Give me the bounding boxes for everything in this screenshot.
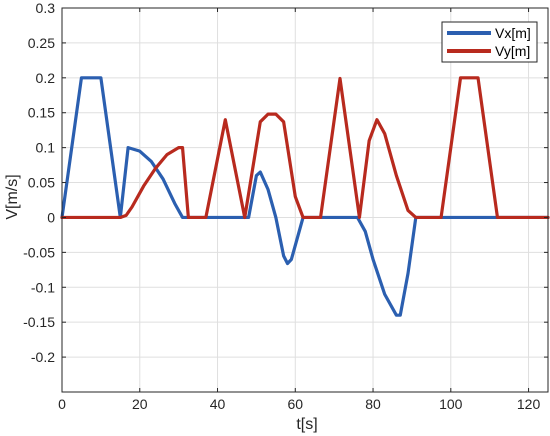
y-tick-label: -0.1 <box>31 279 55 295</box>
tick-labels: 0 20 40 60 80 100 120 -0.2 -0.15 -0.1 -0.05 0 0.05 0.… <box>23 0 540 412</box>
x-tick-label: 40 <box>210 396 226 412</box>
legend-label-vx: Vx[m] <box>495 25 531 41</box>
y-tick-label: 0.2 <box>36 70 56 86</box>
x-tick-label: 80 <box>365 396 381 412</box>
y-tick-label: 0.15 <box>28 105 55 121</box>
series-lines <box>60 76 550 317</box>
legend: Vx[m] Vy[m] <box>441 21 538 63</box>
axes <box>61 7 549 393</box>
y-axis-label: V[m/s] <box>4 174 21 219</box>
legend-label-vy: Vy[m] <box>495 43 530 59</box>
y-tick-label: -0.2 <box>31 349 55 365</box>
y-tick-label: 0.25 <box>28 35 55 51</box>
x-tick-label: 100 <box>439 396 463 412</box>
series-line-vy <box>60 76 550 220</box>
y-tick-label: -0.05 <box>23 244 55 260</box>
x-tick-label: 120 <box>517 396 541 412</box>
y-tick-label: 0.05 <box>28 175 55 191</box>
axes-box <box>61 7 549 393</box>
y-tick-label: 0.3 <box>36 0 56 16</box>
y-tick-label: -0.15 <box>23 314 55 330</box>
x-axis-label: t[s] <box>296 416 317 433</box>
y-tick-label: 0 <box>47 209 55 225</box>
plot-area-background <box>62 8 548 392</box>
x-tick-label: 20 <box>132 396 148 412</box>
y-tick-label: 0.1 <box>36 140 56 156</box>
series-line-vx <box>60 76 550 317</box>
legend-box <box>441 21 538 63</box>
x-tick-label: 0 <box>58 396 66 412</box>
x-tick-label: 60 <box>287 396 303 412</box>
